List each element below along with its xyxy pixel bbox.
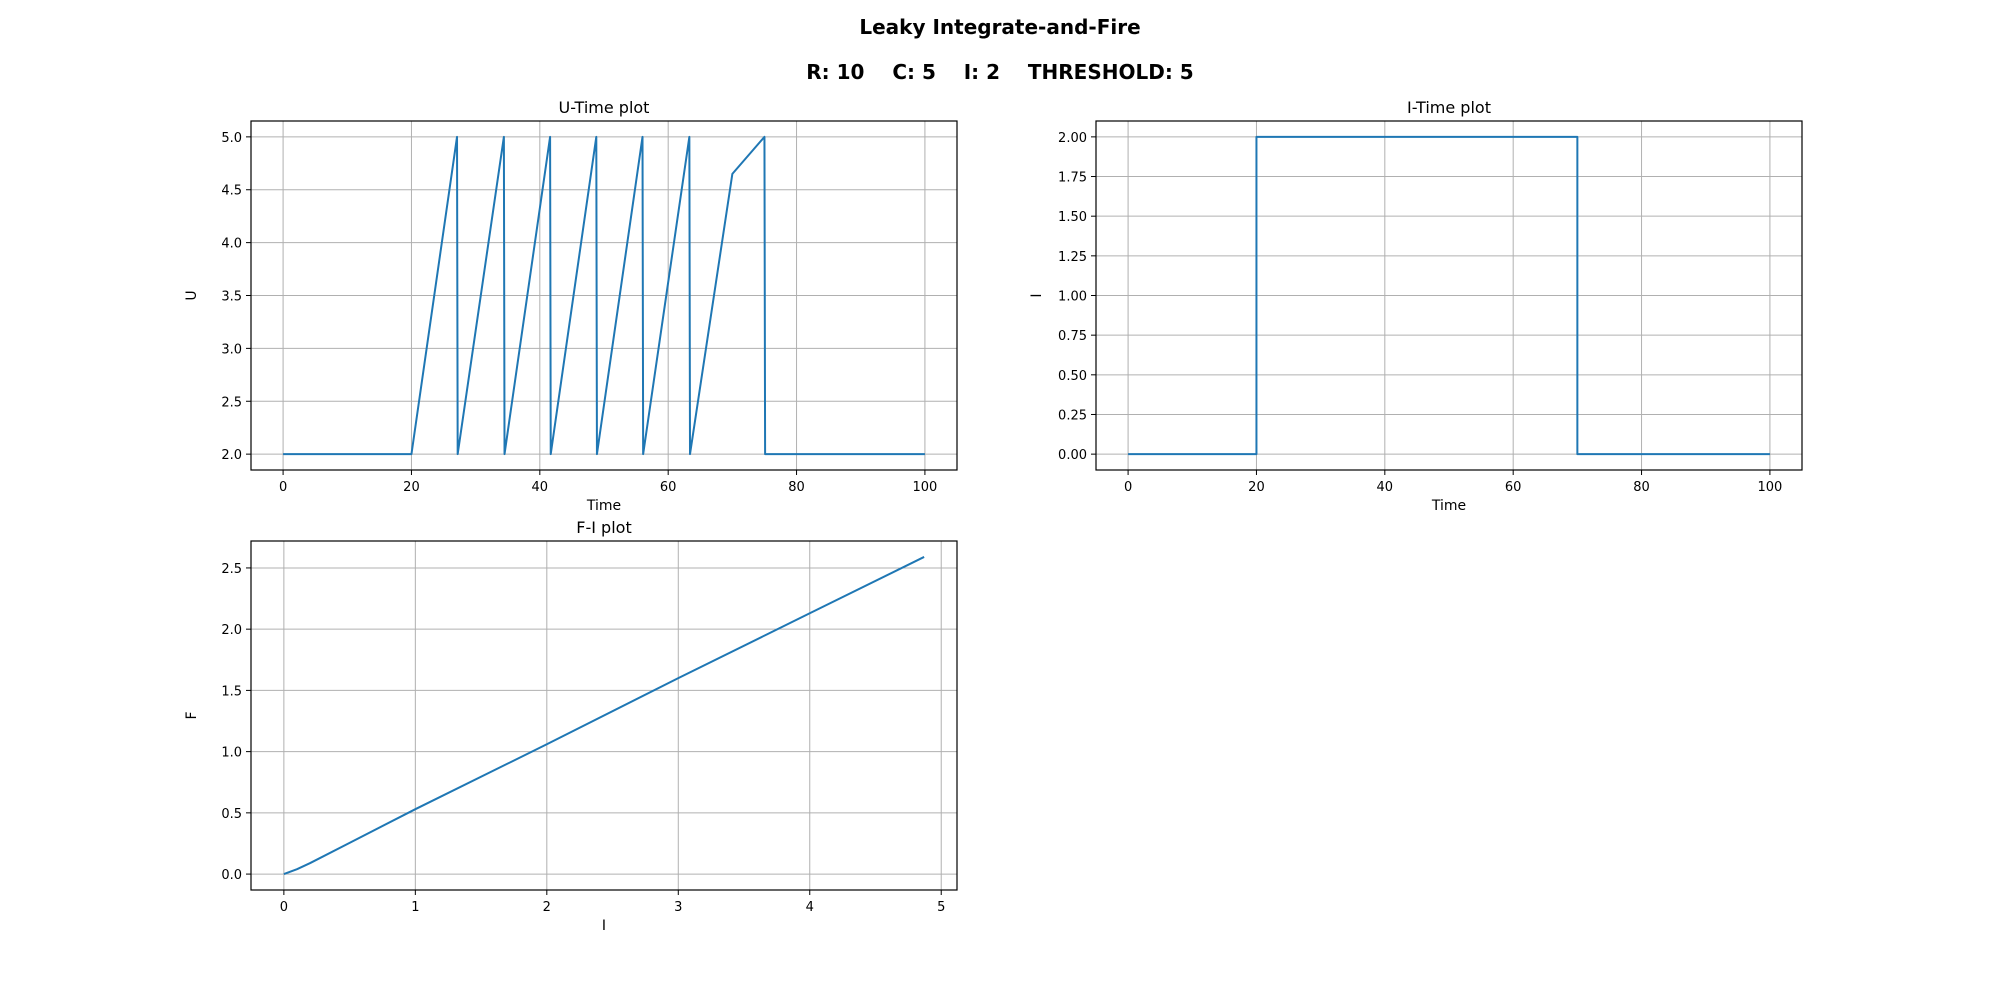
y-tick-label: 0.5 [221, 807, 242, 822]
u-time-plot-title: U-Time plot [559, 98, 650, 117]
x-tick-label: 20 [403, 480, 420, 495]
x-tick-label: 40 [1377, 480, 1394, 495]
y-tick-label: 2.0 [221, 623, 242, 638]
figure-title: Leaky Integrate-and-Fire [859, 15, 1140, 39]
y-tick-label: 0.50 [1058, 369, 1087, 384]
y-tick-label: 2.5 [221, 395, 242, 410]
y-tick-label: 0.25 [1058, 408, 1087, 423]
y-tick-label: 5.0 [221, 131, 242, 146]
y-tick-label: 0.00 [1058, 448, 1087, 463]
y-tick-label: 4.0 [221, 237, 242, 252]
f-i-series-line [283, 556, 925, 876]
x-tick-label: 1 [411, 900, 419, 915]
y-tick-label: 2.5 [221, 562, 242, 577]
u-time-x-axis-label: Time [586, 498, 621, 514]
u-time-plot: 0 20 40 60 80 100 2.0 2.5 3.0 3.5 4.0 4.5 5.0 U-Time … [184, 98, 958, 514]
x-tick-label: 5 [937, 900, 945, 915]
x-tick-label: 80 [788, 480, 805, 495]
x-tick-label: 40 [532, 480, 549, 495]
x-tick-label: 80 [1633, 480, 1650, 495]
y-tick-label: 1.50 [1058, 210, 1087, 225]
y-tick-label: 1.75 [1058, 171, 1087, 186]
x-tick-label: 0 [279, 480, 287, 495]
y-tick-label: 1.00 [1058, 290, 1087, 305]
i-time-series-line [1128, 135, 1770, 456]
u-time-series-line [283, 135, 925, 456]
y-tick-label: 3.5 [221, 290, 242, 305]
f-i-x-axis-label: I [602, 918, 606, 934]
y-tick-label: 4.5 [221, 184, 242, 199]
x-tick-label: 100 [912, 480, 937, 495]
x-tick-label: 3 [674, 900, 682, 915]
x-tick-label: 60 [1505, 480, 1522, 495]
y-tick-label: 0.0 [221, 868, 242, 883]
y-tick-label: 3.0 [221, 342, 242, 357]
f-i-plot: 0 1 2 3 4 5 0.0 0.5 1.0 1.5 2.0 2.5 F-I plot I F [184, 518, 958, 934]
x-tick-label: 100 [1757, 480, 1782, 495]
y-tick-label: 2.00 [1058, 131, 1087, 146]
parameters-line: R: 10 C: 5 I: 2 THRESHOLD: 5 [806, 60, 1193, 84]
y-tick-label: 1.5 [221, 684, 242, 699]
i-time-plot: 0 20 40 60 80 100 0.00 0.25 0.50 0.75 1.00 1.25 1.50… [1029, 98, 1803, 514]
i-time-x-axis-label: Time [1431, 498, 1466, 514]
x-tick-label: 4 [806, 900, 814, 915]
x-tick-label: 20 [1248, 480, 1265, 495]
x-tick-label: 60 [660, 480, 677, 495]
f-i-plot-title: F-I plot [576, 518, 631, 537]
y-tick-label: 2.0 [221, 448, 242, 463]
y-tick-label: 0.75 [1058, 329, 1087, 344]
u-time-y-axis-label: U [184, 290, 200, 300]
y-tick-label: 1.25 [1058, 250, 1087, 265]
y-tick-label: 1.0 [221, 746, 242, 761]
x-tick-label: 2 [543, 900, 551, 915]
x-tick-label: 0 [1124, 480, 1132, 495]
x-tick-label: 0 [280, 900, 288, 915]
i-time-y-axis-label: I [1029, 293, 1045, 297]
i-time-plot-title: I-Time plot [1407, 98, 1491, 117]
f-i-y-axis-label: F [184, 711, 200, 719]
f-i-axes-frame [250, 540, 958, 891]
